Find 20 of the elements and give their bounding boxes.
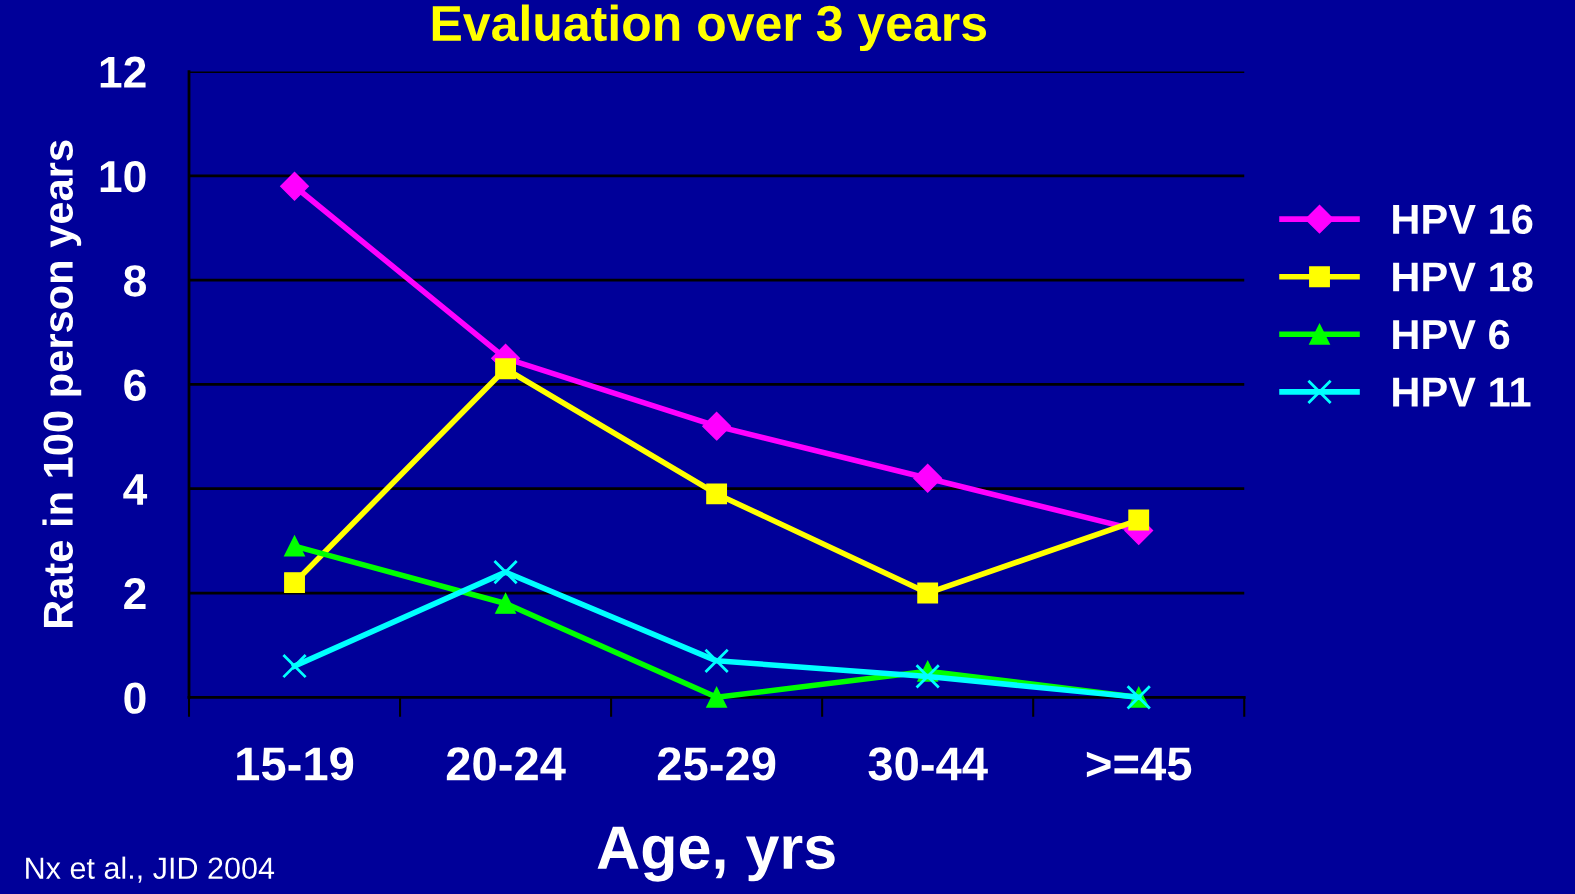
text: Nx et al., JID 2004: [26, 856, 275, 883]
legend-label: HPV 11: [1393, 377, 1531, 407]
y-tick-label: 12: [100, 56, 146, 88]
y-tick-label: 6: [124, 369, 146, 401]
x-tick-label: >=45: [1086, 747, 1192, 781]
y-tick-label: 0: [124, 682, 146, 714]
x-axis-title: Age, yrs: [597, 826, 835, 882]
x-tick-label: 15-19: [237, 747, 354, 781]
x-tick-label: 30-44: [868, 747, 988, 781]
y-tick-label: 4: [123, 474, 148, 505]
legend-label: HPV 6: [1393, 319, 1510, 350]
y-tick-label: 10: [100, 160, 146, 193]
x-tick-label: 25-29: [657, 747, 776, 781]
chart-title: Evaluation over 3 years: [432, 4, 987, 52]
y-tick-label: 8: [124, 265, 146, 297]
legend-label: HPV 16: [1393, 204, 1533, 235]
legend-label: HPV 18: [1393, 262, 1533, 292]
y-axis-title: Rate in 100 person years: [42, 140, 82, 628]
x-tick-label: 20-24: [446, 747, 566, 781]
y-tick-label: 2: [124, 578, 146, 610]
